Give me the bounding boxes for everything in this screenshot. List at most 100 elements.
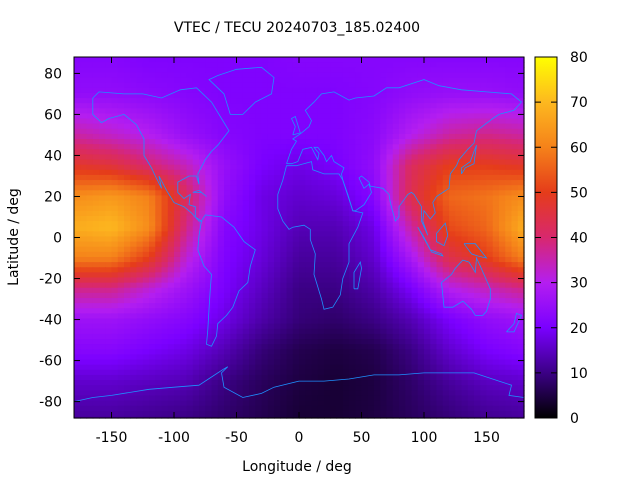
heatmap-cell	[280, 395, 288, 402]
heatmap-cell	[274, 333, 281, 340]
heatmap-cell	[274, 282, 281, 289]
heatmap-cell	[305, 221, 313, 227]
heatmap-cell	[230, 128, 238, 135]
heatmap-cell	[86, 303, 94, 309]
heatmap-cell	[424, 123, 431, 130]
heatmap-cell	[192, 390, 200, 397]
heatmap-cell	[242, 349, 250, 356]
heatmap-cell	[336, 400, 344, 407]
heatmap-cell	[74, 287, 81, 294]
heatmap-cell	[274, 72, 281, 79]
heatmap-cell	[180, 364, 188, 371]
heatmap-cell	[199, 149, 206, 156]
heatmap-cell	[492, 318, 500, 325]
heatmap-cell	[499, 313, 506, 320]
heatmap-cell	[242, 282, 250, 289]
heatmap-cell	[249, 333, 256, 340]
heatmap-cell	[130, 282, 138, 289]
heatmap-cell	[480, 98, 488, 104]
heatmap-cell	[92, 292, 100, 299]
heatmap-cell	[161, 380, 169, 386]
heatmap-cell	[80, 298, 88, 304]
heatmap-cell	[224, 221, 231, 227]
heatmap-cell	[492, 149, 500, 156]
heatmap-cell	[492, 395, 500, 402]
heatmap-cell	[142, 303, 150, 309]
heatmap-cell	[286, 200, 294, 207]
heatmap-cell	[386, 405, 394, 412]
heatmap-cell	[280, 87, 288, 94]
heatmap-cell	[349, 282, 356, 289]
heatmap-cell	[136, 123, 144, 130]
heatmap-cell	[267, 123, 275, 130]
heatmap-cell	[355, 164, 363, 171]
heatmap-cell	[99, 328, 106, 335]
heatmap-cell	[342, 359, 350, 366]
heatmap-cell	[467, 272, 475, 279]
heatmap-cell	[192, 333, 200, 340]
heatmap-cell	[442, 108, 450, 115]
heatmap-cell	[224, 410, 231, 417]
heatmap-cell	[324, 313, 331, 320]
heatmap-cell	[199, 226, 206, 232]
heatmap-cell	[474, 226, 481, 232]
heatmap-cell	[236, 215, 244, 222]
heatmap-cell	[161, 174, 169, 181]
heatmap-cell	[442, 200, 450, 207]
heatmap-cell	[99, 339, 106, 345]
heatmap-cell	[455, 200, 463, 207]
heatmap-cell	[330, 164, 338, 171]
heatmap-cell	[249, 103, 256, 109]
heatmap-cell	[342, 236, 350, 243]
heatmap-cell	[149, 128, 156, 135]
heatmap-cell	[286, 256, 294, 263]
heatmap-cell	[330, 282, 338, 289]
heatmap-cell	[449, 262, 456, 268]
heatmap-cell	[130, 241, 138, 248]
heatmap-cell	[249, 77, 256, 84]
heatmap-cell	[336, 154, 344, 161]
heatmap-cell	[86, 139, 94, 145]
heatmap-cell	[167, 313, 175, 320]
heatmap-cell	[461, 405, 469, 412]
heatmap-cell	[505, 123, 513, 130]
heatmap-cell	[442, 72, 450, 79]
heatmap-cell	[486, 123, 494, 130]
heatmap-cell	[192, 133, 200, 140]
heatmap-cell	[374, 118, 381, 125]
heatmap-cell	[405, 77, 413, 84]
heatmap-cell	[442, 77, 450, 84]
heatmap-cell	[142, 195, 150, 202]
heatmap-cell	[492, 174, 500, 181]
heatmap-cell	[486, 241, 494, 248]
heatmap-cell	[255, 67, 263, 73]
heatmap-cell	[174, 62, 181, 68]
heatmap-cell	[455, 333, 463, 340]
heatmap-cell	[330, 190, 338, 197]
heatmap-cell	[230, 262, 238, 268]
heatmap-cell	[311, 364, 319, 371]
heatmap-cell	[267, 226, 275, 232]
heatmap-cell	[299, 139, 306, 145]
heatmap-cell	[224, 108, 231, 115]
heatmap-cell	[517, 169, 525, 176]
heatmap-cell	[142, 308, 150, 314]
heatmap-cell	[217, 318, 225, 325]
heatmap-cell	[174, 149, 181, 156]
heatmap-cell	[367, 133, 375, 140]
heatmap-cell	[380, 262, 388, 268]
heatmap-cell	[511, 231, 519, 238]
heatmap-cell	[199, 344, 206, 350]
heatmap-cell	[180, 210, 188, 217]
heatmap-cell	[286, 318, 294, 325]
heatmap-cell	[205, 364, 213, 371]
heatmap-cell	[192, 113, 200, 120]
heatmap-cell	[161, 303, 169, 309]
heatmap-cell	[217, 159, 225, 166]
heatmap-cell	[292, 123, 300, 130]
heatmap-cell	[374, 139, 381, 145]
heatmap-cell	[349, 92, 356, 99]
heatmap-cell	[74, 174, 81, 181]
heatmap-cell	[336, 164, 344, 171]
heatmap-cell	[361, 62, 369, 68]
